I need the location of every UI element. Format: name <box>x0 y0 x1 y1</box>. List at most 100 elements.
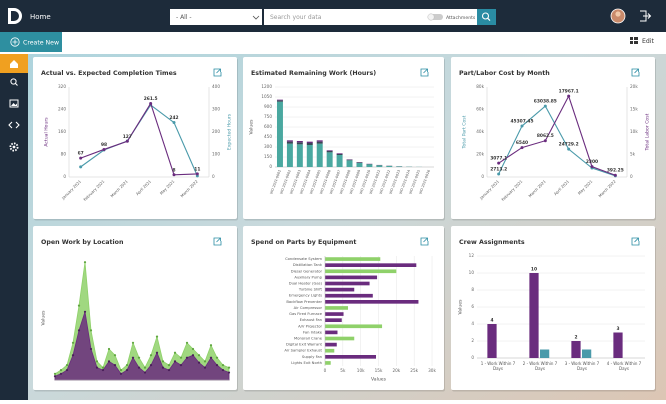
y-tick-label: Supply Fan <box>302 355 323 359</box>
point <box>567 148 570 151</box>
y-tick-label: 1050 <box>261 94 272 99</box>
x-tick-label: 2 - Work Within 7 Days <box>519 361 561 375</box>
bar-segment <box>287 144 293 167</box>
data-label: 2713.2 <box>490 166 507 172</box>
point <box>126 364 128 366</box>
bar-segment <box>356 163 362 167</box>
point <box>173 121 176 124</box>
point <box>108 348 110 350</box>
y-tick-label: 80 <box>61 152 67 157</box>
y-tick-label: Digital Exit Warrant <box>286 343 323 347</box>
y-tick-label: Lights Exit North <box>291 361 322 365</box>
bar <box>325 288 354 292</box>
data-label: 8062.5 <box>537 133 554 139</box>
y-tick-label: 15k <box>630 107 638 112</box>
bar-segment <box>386 166 392 167</box>
y-tick-label: 2 <box>471 338 474 343</box>
point <box>84 311 86 313</box>
point <box>521 146 524 149</box>
y-tick-label: 100 <box>212 152 220 157</box>
point <box>114 354 116 356</box>
axis-label: Total Part Cost <box>462 115 468 149</box>
point <box>138 357 140 359</box>
point <box>132 342 134 344</box>
x-tick-label: 25k <box>410 368 418 373</box>
search-button[interactable] <box>477 9 496 25</box>
bar-segment <box>327 150 333 151</box>
panel <box>243 57 444 219</box>
y-tick-label: 0 <box>471 355 474 360</box>
toolbar <box>0 32 666 54</box>
axis-label: Values <box>249 119 255 135</box>
point <box>150 364 152 366</box>
data-label: 127 <box>123 134 132 140</box>
bar-segment <box>327 151 333 152</box>
point <box>168 364 170 366</box>
y-tick-label: 900 <box>264 104 272 109</box>
bar-segment <box>327 152 333 167</box>
x-tick-label: 3 - Work Within 7 Days <box>561 361 603 375</box>
data-label: 2 <box>574 335 577 341</box>
point <box>186 357 188 359</box>
y-tick-label: 12 <box>469 253 475 258</box>
bar-segment <box>347 160 353 167</box>
search-placeholder: Search your data <box>270 14 322 21</box>
data-label: 6540 <box>516 140 528 146</box>
bar <box>325 331 337 335</box>
axis-label: Values <box>371 377 387 383</box>
bar <box>325 318 342 322</box>
point <box>162 367 164 369</box>
point <box>222 369 224 371</box>
x-tick-label: 4 - Work Within 7 Days <box>603 361 645 375</box>
y-tick-label: Air Sampler Exhaust <box>284 349 322 353</box>
point <box>90 348 92 350</box>
point <box>79 165 82 168</box>
point <box>54 373 56 375</box>
point <box>198 354 200 356</box>
point <box>210 344 212 346</box>
data-label: 261.5 <box>144 96 158 102</box>
point <box>108 360 110 362</box>
bar <box>325 306 348 310</box>
bar-segment <box>287 140 293 141</box>
point <box>96 367 98 369</box>
y-tick-label: 0 <box>630 174 633 179</box>
y-tick-label: 60k <box>476 107 484 112</box>
bar <box>325 337 354 341</box>
point <box>222 364 224 366</box>
y-tick-label: 0 <box>212 174 215 179</box>
bar <box>325 349 334 353</box>
x-tick-label: 15k <box>375 368 383 373</box>
point <box>192 354 194 356</box>
bar-segment <box>396 166 402 167</box>
y-tick-label: 1200 <box>261 84 272 89</box>
x-tick-label: 1 - Work Within 7 Days <box>477 361 519 371</box>
y-tick-label: Backflow Preventer <box>286 300 322 304</box>
bar-segment <box>307 143 313 145</box>
settings-icon <box>13 146 16 149</box>
bar <box>325 276 377 280</box>
point <box>138 367 140 369</box>
point <box>84 261 86 263</box>
edit-label[interactable]: Edit <box>642 38 655 45</box>
y-tick-label: 20k <box>476 152 484 157</box>
y-tick-label: 200 <box>212 129 220 134</box>
point <box>497 162 500 165</box>
y-tick-label: 0 <box>63 174 66 179</box>
panel-title: Actual vs. Expected Completion Times <box>41 70 177 77</box>
data-label: 10 <box>531 267 537 273</box>
data-label: 11 <box>194 166 200 172</box>
point <box>204 360 206 362</box>
point <box>114 364 116 366</box>
y-tick-label: Condensate System <box>285 257 322 261</box>
point <box>216 364 218 366</box>
point <box>54 375 56 377</box>
point <box>79 157 82 160</box>
bar-segment <box>277 100 283 101</box>
point <box>120 373 122 375</box>
bar <box>325 355 376 359</box>
bar-segment <box>297 144 303 167</box>
point <box>102 369 104 371</box>
point <box>144 371 146 373</box>
point <box>90 329 92 331</box>
